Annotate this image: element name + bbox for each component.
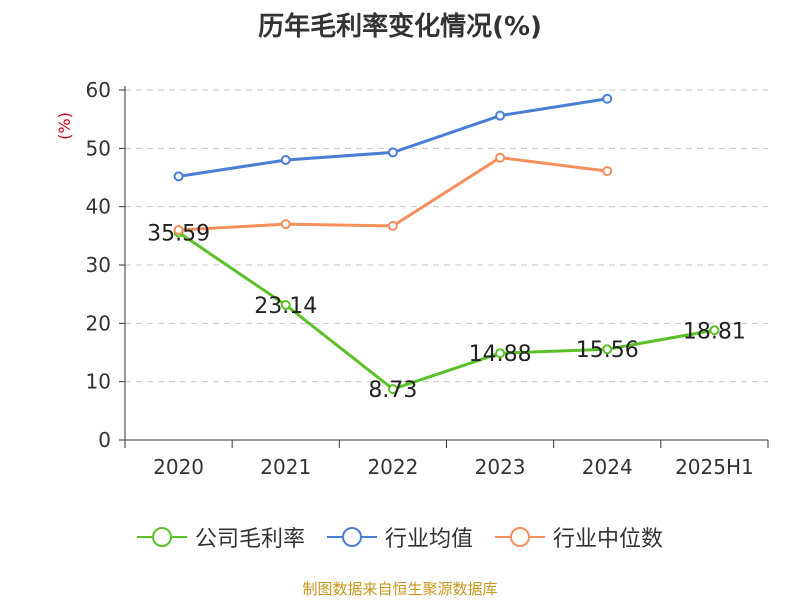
data-label: 8.73 (368, 378, 417, 403)
data-label: 35.59 (147, 221, 210, 246)
data-point (173, 225, 184, 235)
x-tick-label: 2021 (260, 455, 311, 479)
x-tick-label: 2025H1 (675, 455, 754, 479)
legend-item[interactable]: 公司毛利率 (136, 521, 305, 553)
series-1 (173, 93, 613, 182)
data-point (495, 152, 506, 163)
series-line (178, 156, 608, 232)
data-label: 18.81 (683, 319, 746, 344)
x-tick-label: 2022 (367, 455, 418, 479)
data-point (602, 166, 613, 177)
legend-swatch-marker (341, 527, 362, 547)
series-line (177, 231, 715, 391)
source-note: 制图数据来自恒生聚源数据库 (302, 580, 498, 598)
x-tick-label: 2020 (153, 455, 204, 479)
data-label: 15.56 (576, 338, 639, 363)
data-point (602, 93, 613, 104)
data-label: 23.14 (254, 294, 317, 319)
y-axis-label: (%) (55, 112, 74, 140)
x-tick-label: 2024 (582, 455, 633, 479)
y-tick-label: 60 (86, 78, 111, 102)
series-line (178, 97, 608, 178)
y-tick-label: 50 (86, 136, 111, 160)
axes: 0 10 20 30 40 50 60 (%) 2020 2021 2022 2023 2024 2025… (55, 78, 769, 479)
data-point (602, 344, 613, 355)
data-point (173, 171, 184, 182)
series-2 (173, 152, 613, 235)
data-point (387, 220, 398, 231)
legend: 公司毛利率 行业均值 行业中位数 (0, 520, 800, 554)
data-point (709, 325, 720, 336)
grid-lines (125, 89, 768, 383)
y-tick-label: 20 (86, 311, 111, 335)
legend-swatch-icon (136, 527, 187, 547)
data-point (280, 219, 291, 230)
chart-title: 历年毛利率变化情况(%) (258, 12, 542, 42)
legend-swatch-marker (151, 527, 172, 547)
legend-label: 行业中位数 (553, 527, 664, 552)
legend-item[interactable]: 行业均值 (326, 521, 473, 553)
x-tick-label: 2023 (475, 455, 526, 479)
data-label: 14.88 (469, 342, 532, 367)
data-point (495, 348, 506, 359)
series (173, 93, 720, 395)
y-tick-label: 30 (86, 253, 111, 277)
legend-swatch-marker (510, 527, 530, 547)
data-point (495, 110, 506, 121)
legend-item[interactable]: 行业中位数 (495, 521, 663, 553)
y-tick-label: 40 (86, 195, 111, 219)
y-tick-label: 10 (86, 370, 111, 394)
data-point (387, 384, 398, 395)
legend-swatch-icon (326, 527, 377, 547)
data-point (387, 147, 398, 158)
y-tick-label: 0 (98, 428, 111, 452)
data-labels: 35.59 23.14 8.73 14.88 15.56 18.81 (147, 221, 746, 403)
legend-swatch-icon (495, 527, 545, 547)
legend-label: 行业均值 (384, 527, 473, 552)
data-point (280, 155, 291, 165)
legend-label: 公司毛利率 (194, 527, 305, 552)
data-point (280, 300, 291, 311)
